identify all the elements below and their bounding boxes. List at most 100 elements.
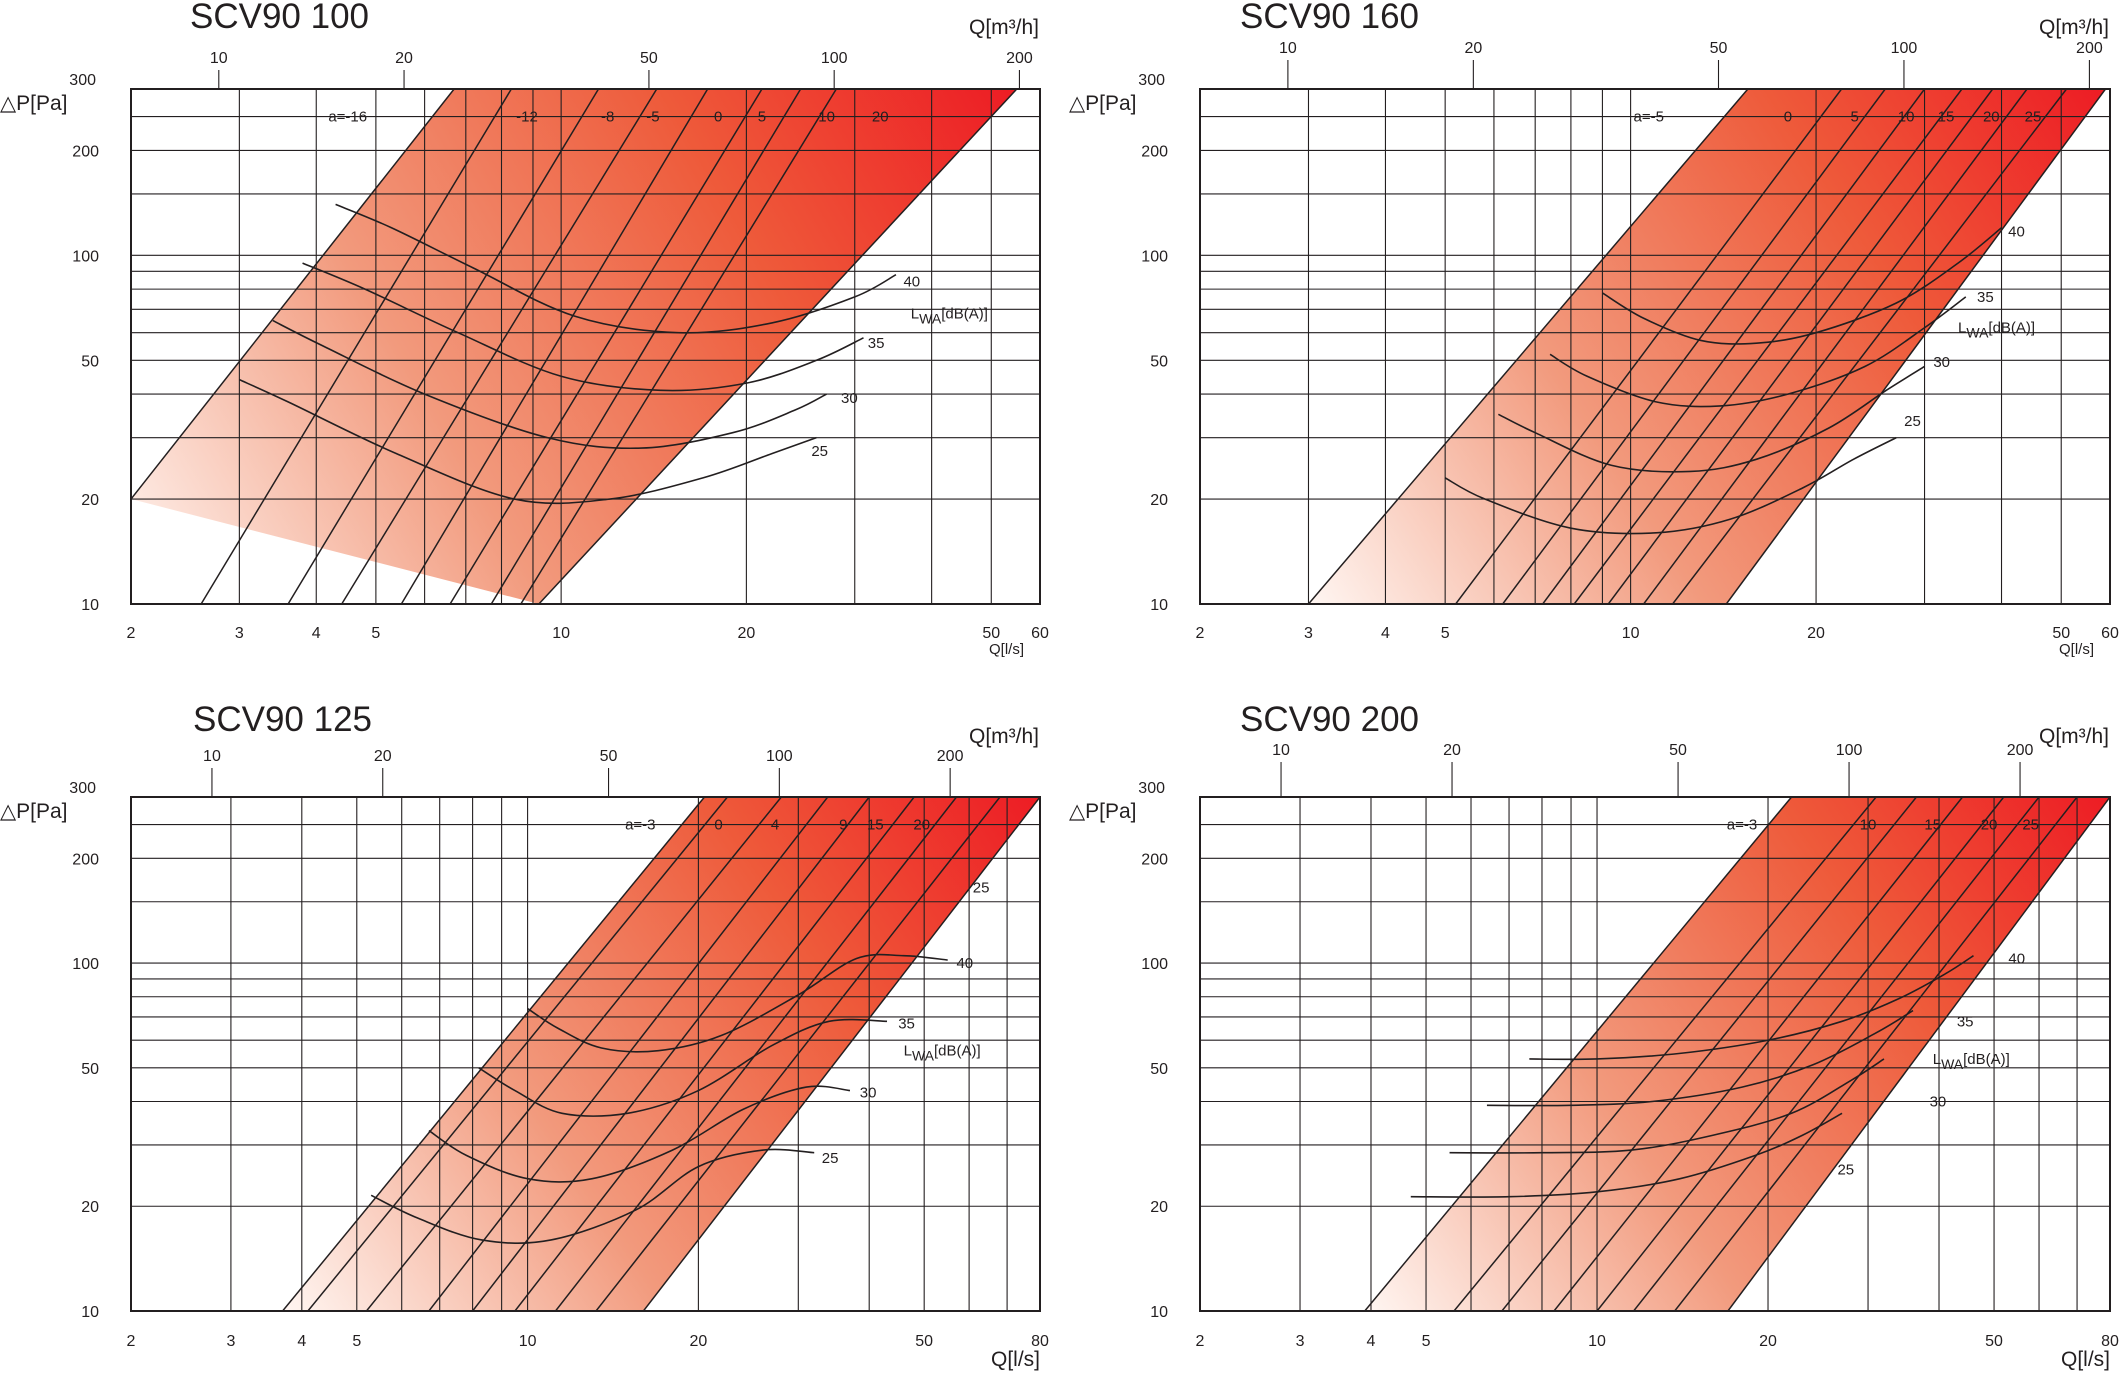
sound-curves <box>239 203 897 505</box>
x-tick-label: 5 <box>371 625 380 642</box>
y-tick-label: 50 <box>81 1061 99 1078</box>
x-top-tick-label: 100 <box>821 50 848 67</box>
damper-label: 20 <box>872 109 889 126</box>
damper-line <box>1674 797 2078 1311</box>
x-tick-label: 5 <box>352 1333 361 1350</box>
damper-lines <box>200 89 837 604</box>
x-top-tick-label: 10 <box>1279 40 1297 57</box>
damper-line <box>1596 797 2005 1311</box>
y-tick-label: 10 <box>81 597 99 614</box>
sound-level-label: 30 <box>860 1084 877 1101</box>
grid-vertical <box>1299 797 2078 1311</box>
sound-level-label: 40 <box>2008 224 2025 241</box>
damper-label: 10 <box>1860 817 1877 834</box>
x-top-tick-label: 200 <box>1006 50 1033 67</box>
sound-level-label: 30 <box>841 390 858 407</box>
damper-label: 20 <box>1983 109 2000 126</box>
sound-level-label: 40 <box>956 955 973 972</box>
sound-level-label: 40 <box>903 274 920 291</box>
sound-level-label: 25 <box>1837 1162 1854 1179</box>
damper-line <box>449 89 763 604</box>
x-tick-label: 10 <box>552 625 570 642</box>
sound-level-label: 35 <box>868 335 885 352</box>
sound-curve-30 <box>428 1085 851 1183</box>
x-top-tick-label: 50 <box>1669 742 1687 759</box>
x-tick-label: 80 <box>2101 1333 2119 1350</box>
sound-unit-dba: [dB(A)] <box>1988 320 2035 337</box>
x-tick-label: 50 <box>915 1333 933 1350</box>
sound-level-label: 35 <box>898 1016 915 1033</box>
sound-unit-main: L <box>911 306 919 323</box>
band-edge-left <box>282 797 706 1311</box>
y-tick-label: 100 <box>72 248 99 265</box>
x-top-tick-label: 200 <box>937 748 964 765</box>
y-axis-label: △P[Pa] <box>0 92 68 115</box>
y-tick-label: 200 <box>72 143 99 160</box>
x-tick-label: 80 <box>1031 1333 1049 1350</box>
damper-line <box>554 797 958 1311</box>
chart-title: SCV90 125 <box>193 700 372 739</box>
x-top-tick-label: 10 <box>1272 742 1290 759</box>
damper-label: 0 <box>1784 109 1792 126</box>
x-top-tick-label: 10 <box>203 748 221 765</box>
band-edge-left <box>1364 797 1793 1311</box>
sound-level-label: 40 <box>2008 951 2025 968</box>
damper-label: 25 <box>2025 109 2042 126</box>
x-tick-label: 4 <box>312 625 321 642</box>
x-tick-label: 2 <box>127 1333 136 1350</box>
plot-frame <box>130 796 1041 1312</box>
damper-lines <box>1455 89 2068 604</box>
x-top-tick-label: 100 <box>1891 40 1918 57</box>
x-top-axis-label: Q[m³/h] <box>969 16 1039 39</box>
y-tick-label: 100 <box>72 956 99 973</box>
y-tick-label: 10 <box>1150 1304 1168 1321</box>
sound-curve-25 <box>1410 1112 1843 1198</box>
x-top-axis-label: Q[m³/h] <box>2039 16 2109 39</box>
y-tick-label: 200 <box>72 851 99 868</box>
x-top-tick-label: 50 <box>640 50 658 67</box>
y-tick-label: 300 <box>69 780 96 797</box>
x-axis-label: Q[l/s] <box>2059 641 2094 658</box>
damper-label: 0 <box>714 109 722 126</box>
x-top-tick-label: 20 <box>395 50 413 67</box>
damper-label: a=-3 <box>1727 817 1757 834</box>
x-tick-label: 2 <box>1196 625 1205 642</box>
band-edge-right <box>642 797 1040 1311</box>
band-edge-left <box>131 89 455 500</box>
damper-label: 4 <box>771 817 779 834</box>
sound-curve-35 <box>1486 1009 1914 1107</box>
chart-title: SCV90 200 <box>1240 700 1419 739</box>
x-tick-label: 2 <box>1196 1333 1205 1350</box>
x-top-tick-label: 10 <box>210 50 228 67</box>
chart-3: SCV90 200 △P[Pa] 10 20 50 100 200 300 2 3 4 5 10 20 50… <box>1069 700 2119 1371</box>
damper-line <box>472 797 870 1311</box>
grid-vertical <box>238 89 992 604</box>
sound-curves <box>1410 954 1974 1198</box>
sound-level-label: 30 <box>1933 354 1950 371</box>
y-axis-label: △P[Pa] <box>0 800 68 823</box>
x-top-tick-label: 100 <box>766 748 793 765</box>
x-top-tick-label: 20 <box>374 748 392 765</box>
x-tick-label: 50 <box>2052 625 2070 642</box>
damper-line <box>520 89 837 604</box>
damper-line <box>1502 89 1886 604</box>
damper-label: -5 <box>646 109 659 126</box>
chart-title: SCV90 160 <box>1240 0 1419 36</box>
operating-band <box>131 89 1017 604</box>
y-tick-label: 20 <box>1150 492 1168 509</box>
x-top-tick-label: 200 <box>2007 742 2034 759</box>
plot-frame <box>1199 88 2111 605</box>
y-axis-label: △P[Pa] <box>1069 800 1137 823</box>
x-tick-label: 10 <box>1588 1333 1606 1350</box>
damper-label: a=-5 <box>1633 109 1663 126</box>
y-tick-label: 100 <box>1141 956 1168 973</box>
x-tick-label: 3 <box>235 625 244 642</box>
damper-line <box>1607 89 1994 604</box>
damper-label: 5 <box>758 109 766 126</box>
damper-label: -12 <box>516 109 538 126</box>
x-tick-label: 20 <box>689 1333 707 1350</box>
damper-label: -8 <box>601 109 614 126</box>
